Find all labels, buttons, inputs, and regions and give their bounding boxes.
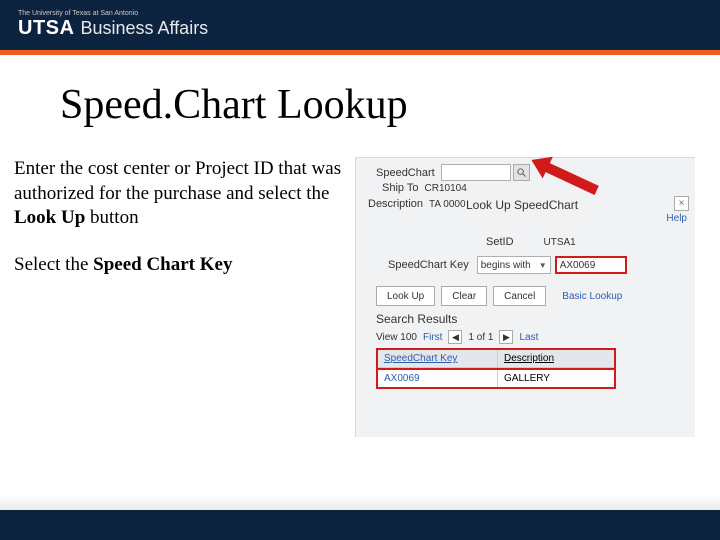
key-value-text: AX0069 (560, 260, 596, 271)
footer-bar (0, 510, 720, 540)
pager-next-icon[interactable]: ▶ (499, 330, 513, 344)
pager-last[interactable]: Last (519, 332, 538, 343)
lookup-button[interactable]: Look Up (376, 286, 435, 306)
instruction-paragraph-1: Enter the cost center or Project ID that… (14, 157, 349, 231)
utsa-logo-text: UTSA (18, 17, 74, 40)
university-name: The University of Texas at San Antonio U… (18, 10, 208, 41)
key-operator-dropdown[interactable]: begins with ▼ (477, 256, 551, 274)
key-label: SpeedChart Key (388, 259, 469, 271)
col-speedchart-key[interactable]: SpeedChart Key (378, 350, 498, 367)
p2-b: Speed Chart Key (93, 254, 232, 275)
table-row[interactable]: AX0069 GALLERY (378, 368, 614, 387)
chevron-down-icon: ▼ (539, 261, 547, 270)
dept-name: Business Affairs (80, 18, 208, 39)
col-description[interactable]: Description (498, 350, 614, 367)
pager-count: 1 of 1 (468, 332, 493, 343)
key-op-text: begins with (481, 260, 531, 271)
p1-b: Look Up (14, 207, 85, 228)
row-desc: GALLERY (498, 370, 614, 387)
orange-divider (0, 50, 720, 55)
cancel-button[interactable]: Cancel (493, 286, 546, 306)
clear-button[interactable]: Clear (441, 286, 487, 306)
screenshot-panel: SpeedChart Ship To CR10104 Description T… (355, 157, 695, 437)
university-line: The University of Texas at San Antonio (18, 10, 200, 18)
content-area: Enter the cost center or Project ID that… (0, 157, 720, 437)
results-table: SpeedChart Key Description AX0069 GALLER… (376, 348, 616, 389)
pager-prev-icon[interactable]: ◀ (448, 330, 462, 344)
pager-first[interactable]: First (423, 332, 442, 343)
setid-label: SetID (486, 236, 514, 248)
setid-value: UTSA1 (544, 237, 576, 248)
slide-title: Speed.Chart Lookup (60, 81, 720, 129)
instruction-column: Enter the cost center or Project ID that… (0, 157, 355, 437)
pager-view: View 100 (376, 332, 417, 343)
p1-c: button (85, 207, 138, 228)
results-header: SpeedChart Key Description (378, 350, 614, 368)
basic-lookup-link[interactable]: Basic Lookup (562, 291, 622, 302)
results-title: Search Results (376, 312, 457, 326)
footer-shadow (0, 494, 720, 510)
p1-a: Enter the cost center or Project ID that… (14, 158, 341, 204)
desc-label: Description (368, 198, 423, 210)
speedchart-input[interactable] (441, 164, 511, 181)
instruction-paragraph-2: Select the Speed Chart Key (14, 253, 349, 278)
desc-value: TA 0000 (429, 199, 466, 210)
shipto-value: CR10104 (425, 183, 467, 194)
key-value-input[interactable]: AX0069 (555, 256, 627, 274)
help-link[interactable]: Help (666, 213, 687, 224)
shipto-label: Ship To (382, 182, 419, 194)
brand-header: The University of Texas at San Antonio U… (0, 0, 720, 50)
speedchart-label: SpeedChart (376, 167, 435, 179)
p2-a: Select the (14, 254, 93, 275)
popup-title: Look Up SpeedChart (466, 198, 578, 212)
row-key[interactable]: AX0069 (378, 370, 498, 387)
results-pager: View 100 First ◀ 1 of 1 ▶ Last (376, 330, 538, 344)
close-icon[interactable]: × (674, 196, 689, 211)
